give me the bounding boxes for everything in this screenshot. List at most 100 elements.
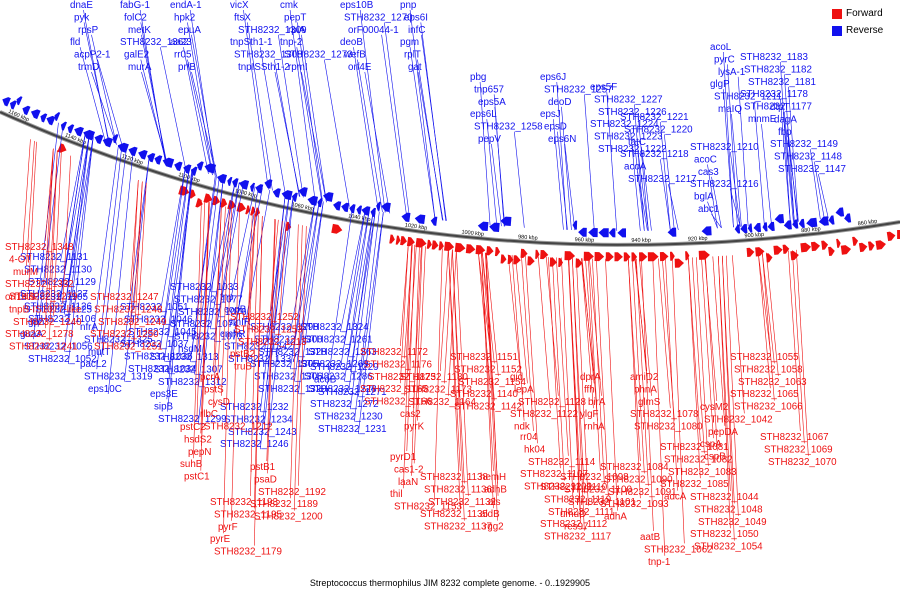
reverse-gene-label: STH8232_1243 xyxy=(228,427,297,438)
forward-gene-label-leader xyxy=(525,255,538,444)
axis-tick-label: 980 kbp xyxy=(518,234,538,241)
forward-gene-label: 4-OT xyxy=(9,254,31,265)
forward-gene-label: STH8232_1065 xyxy=(730,389,799,400)
forward-gene-label: STH8232_1176 xyxy=(364,359,432,370)
forward-gene-label-leader xyxy=(796,249,809,456)
forward-gene-arrow xyxy=(623,252,631,262)
reverse-gene-label-leader xyxy=(64,134,90,352)
reverse-gene-arrow xyxy=(753,222,762,233)
forward-gene-label-leader xyxy=(588,258,601,472)
reverse-gene-label: STH8232_1306 xyxy=(254,372,323,383)
forward-label: Forward xyxy=(846,8,883,19)
forward-gene-label-leader xyxy=(589,258,602,396)
forward-gene-label-leader xyxy=(134,181,143,341)
reverse-gene-label: acoL xyxy=(710,42,732,53)
forward-gene-label-leader xyxy=(53,151,62,316)
forward-gene-arrow xyxy=(858,242,868,253)
forward-gene-label: STH8232_1166 xyxy=(364,397,432,408)
forward-gene-label-leader xyxy=(138,182,147,316)
forward-gene-label: hemH xyxy=(480,472,506,483)
reverse-gene-label: tnp xyxy=(220,292,234,303)
axis-tick-label: 1080 kbp xyxy=(234,188,257,200)
reverse-gene-label: STH8232_1221 xyxy=(620,112,689,123)
axis-tick-label: 920 kbp xyxy=(688,236,708,243)
forward-gene-label-leader xyxy=(223,208,232,534)
reverse-gene-label: STH8232_1037 xyxy=(120,339,189,350)
forward-gene-label-leader xyxy=(247,214,256,361)
reverse-gene-label: STH8232_1106 xyxy=(28,314,96,325)
forward-gene-label-leader xyxy=(552,257,565,481)
reverse-gene-label: STH8232_1270 xyxy=(344,12,413,23)
reverse-gene-label: STH8232_1218 xyxy=(620,149,689,160)
forward-gene-label: STH8232_1175 xyxy=(368,372,436,383)
forward-gene-label-leader xyxy=(444,249,453,384)
reverse-gene-arrow xyxy=(835,207,845,217)
forward-gene-label-leader xyxy=(696,257,709,466)
forward-gene-arrow xyxy=(698,250,710,260)
reverse-gene-arrow xyxy=(154,155,163,165)
forward-gene-label: STH8232_1251 xyxy=(94,342,163,353)
forward-gene-label-leader xyxy=(193,199,202,459)
reverse-gene-label: pepT xyxy=(284,12,306,23)
forward-gene-label-leader xyxy=(130,180,139,292)
reverse-gene-label: STH8232_1222 xyxy=(598,144,667,155)
reverse-gene-arrow xyxy=(806,217,818,228)
reverse-gene-label: orF00044-1 xyxy=(348,25,399,36)
reverse-gene-label: ftsX xyxy=(234,12,251,23)
forward-gene-arrow xyxy=(188,189,196,199)
reverse-gene-label-leader xyxy=(166,169,193,400)
forward-gene-label: STH8232_1180 xyxy=(400,372,468,383)
forward-gene-label: STH8232_1083 xyxy=(668,467,737,478)
forward-gene-label-leader xyxy=(568,257,581,519)
axis-tick-label: 1040 kbp xyxy=(348,213,371,223)
forward-gene-label-leader xyxy=(485,252,499,496)
forward-gene-arrow xyxy=(564,251,576,261)
forward-gene-arrow xyxy=(285,221,292,231)
forward-gene-label: STH8232_1100 xyxy=(564,484,632,495)
reverse-gene-arrow xyxy=(54,112,61,122)
reverse-gene-label-leader xyxy=(641,146,652,231)
reverse-gene-label-leader xyxy=(190,175,216,363)
forward-gene-label: STH8232_1173 xyxy=(404,384,472,395)
forward-gene-label: STH8232_1082 xyxy=(664,454,733,465)
forward-gene-label-leader xyxy=(576,258,589,506)
reverse-gene-label: STH8232_1076 xyxy=(178,307,247,318)
reverse-gene-label: epuA xyxy=(178,25,201,36)
axis-tick-label: 960 kbp xyxy=(575,237,595,244)
forward-gene-label: STH8232_1110 xyxy=(540,482,608,493)
reverse-gene-label: STH8232_1220 xyxy=(624,124,693,135)
reverse-gene-arrow xyxy=(102,137,114,148)
reverse-gene-arrow xyxy=(598,228,609,238)
forward-gene-label-leader xyxy=(404,244,413,396)
reverse-gene-label: acoC xyxy=(694,154,717,165)
forward-gene-label: STH8232_1332 xyxy=(5,279,74,290)
axis-tick-label: 860 kbp xyxy=(857,219,877,228)
reverse-gene-label-leader xyxy=(160,167,186,350)
forward-gene-label-leader xyxy=(448,249,461,509)
forward-gene-label-leader xyxy=(290,224,299,499)
reverse-gene-label-leader xyxy=(218,183,244,317)
forward-gene-arrow xyxy=(444,241,455,252)
forward-gene-label: rgg2 xyxy=(484,522,504,533)
forward-gene-label-leader xyxy=(22,139,31,254)
reverse-gene-label-leader xyxy=(229,186,256,303)
reverse-gene-label: STH8232_1272 xyxy=(310,399,379,410)
reverse-gene-arrow xyxy=(747,223,753,233)
reverse-gene-label-leader xyxy=(290,199,316,370)
reverse-gene-arrow xyxy=(798,218,805,229)
reverse-gene-label-leader xyxy=(553,119,564,230)
reverse-gene-label: STH8232_1210 xyxy=(690,142,759,153)
forward-gene-label-leader xyxy=(270,219,279,312)
reverse-gene-label-leader xyxy=(754,101,765,225)
reverse-gene-label-leader xyxy=(637,171,648,231)
forward-gene-label-leader xyxy=(641,258,654,532)
forward-gene-label-leader xyxy=(511,254,525,421)
reverse-gene-label: trmD xyxy=(78,62,99,73)
reverse-gene-label-leader xyxy=(660,159,671,231)
reverse-gene-label: folC2 xyxy=(124,12,147,23)
reverse-gene-label: STH8232_1129 xyxy=(28,277,96,288)
forward-gene-label-leader xyxy=(596,258,609,496)
forward-gene-arrow xyxy=(211,195,221,206)
reverse-gene-label-leader xyxy=(491,143,502,227)
forward-gene-label: STH8232_1172 xyxy=(360,347,428,358)
